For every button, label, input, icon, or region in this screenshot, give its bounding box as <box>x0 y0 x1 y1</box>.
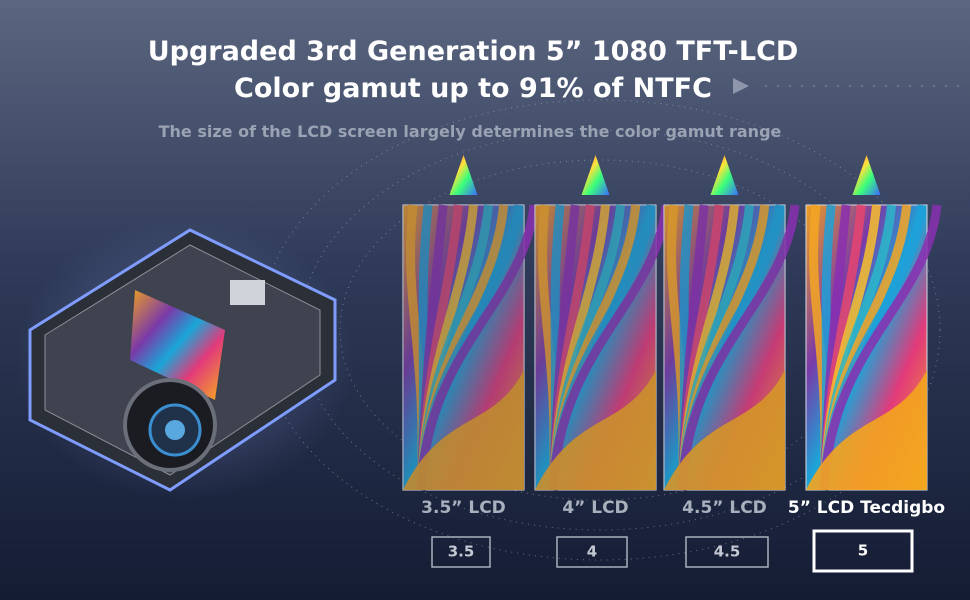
swirl-stroke <box>416 204 539 491</box>
screen-label: 4.5” LCD <box>682 498 767 518</box>
size-box <box>812 529 914 573</box>
size-value: 3.5 <box>448 543 475 561</box>
arrow-icon <box>733 78 749 94</box>
screen-label: 3.5” LCD <box>421 498 506 518</box>
gamut-icon <box>449 155 478 195</box>
size-box <box>556 536 628 568</box>
swirl-base <box>535 370 656 490</box>
size-box <box>685 536 769 568</box>
gamut-icon <box>852 155 881 195</box>
title: Color gamut up to 91% of NTFC <box>234 73 712 104</box>
title: Upgraded 3rd Generation 5” 1080 TFT-LCD <box>148 36 799 67</box>
screen-label: 5” LCD Tecdigbo <box>788 498 945 518</box>
size-value: 4.5 <box>714 543 741 561</box>
swirl-stroke <box>819 204 942 491</box>
dim-overlay <box>403 205 524 490</box>
swirl-stroke <box>677 204 800 491</box>
dim-overlay <box>664 205 785 490</box>
gamut-icon <box>710 155 739 195</box>
projector <box>15 220 355 500</box>
gamut-icon <box>581 155 610 195</box>
swirl-base <box>664 370 785 490</box>
swirl-stroke <box>548 204 671 491</box>
size-box <box>431 536 491 568</box>
size-value: 5 <box>858 542 868 560</box>
screen-label: 4” LCD <box>562 498 628 518</box>
dim-overlay <box>535 205 656 490</box>
size-value: 4 <box>587 543 597 561</box>
subtitle: The size of the LCD screen largely deter… <box>159 122 782 141</box>
swirl-base <box>403 370 524 490</box>
swirl-base <box>806 370 927 490</box>
